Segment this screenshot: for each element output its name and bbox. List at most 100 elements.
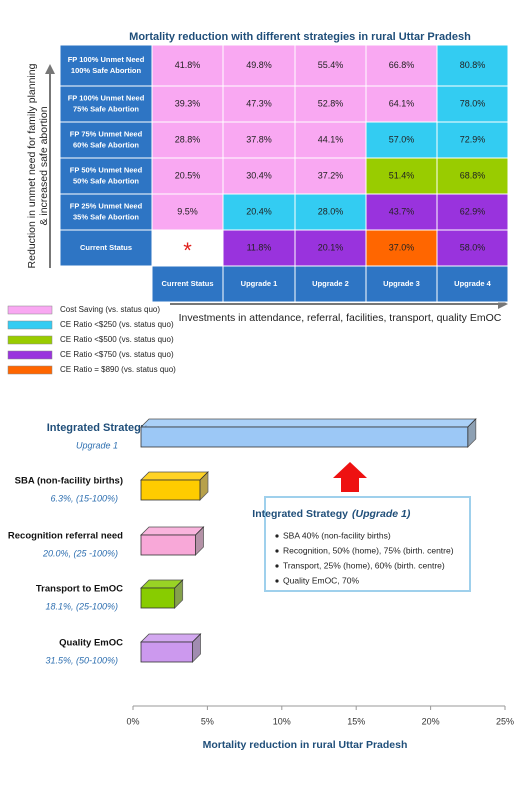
- row-header-cell: [59, 121, 153, 159]
- row-header: Current Status: [80, 243, 132, 252]
- bar-top: [140, 418, 477, 428]
- column-header-cell: [365, 265, 438, 303]
- cell-value: 20.4%: [246, 206, 272, 216]
- bar: [140, 426, 469, 448]
- row-header: 75% Safe Abortion: [73, 104, 139, 113]
- row-header: FP 75% Unmet Need: [70, 129, 143, 138]
- cell-value: *: [183, 238, 192, 263]
- category-label: Quality EmOC: [59, 638, 123, 649]
- cell-value: 28.8%: [175, 134, 201, 144]
- cell-value: 41.8%: [175, 60, 201, 70]
- cell-value: 72.9%: [460, 134, 486, 144]
- cell-value: 68.8%: [460, 170, 486, 180]
- y-arrowhead: [45, 64, 55, 74]
- legend-label: CE Ratio <$750 (vs. status quo): [60, 350, 174, 359]
- category-label: Recognition referral need: [8, 531, 123, 542]
- cell-value: 78.0%: [460, 98, 486, 108]
- y-label: Reduction in unmet need for family plann…: [26, 63, 38, 268]
- legend-swatch: [7, 365, 53, 375]
- bar: [140, 534, 196, 556]
- cell: [151, 157, 224, 195]
- cell: [151, 121, 224, 159]
- bar: [140, 641, 193, 663]
- bar-top: [140, 633, 202, 643]
- x-tick-label: 15%: [347, 716, 365, 726]
- bar: [140, 587, 176, 609]
- bar-top: [140, 526, 205, 536]
- category-label: SBA (non-facility births): [15, 476, 123, 487]
- x-tick-label: 20%: [422, 716, 440, 726]
- category-note: 31.5%, (50-100%): [45, 655, 118, 665]
- category-label: Integrated Strategy: [47, 422, 148, 434]
- x-axis-label: Mortality reduction in rural Uttar Prade…: [203, 739, 408, 751]
- cell: [436, 85, 509, 123]
- legend-swatch: [7, 350, 53, 360]
- x-tick-label: 5%: [201, 716, 214, 726]
- cell-value: 9.5%: [177, 206, 198, 216]
- bar-top: [140, 471, 209, 481]
- red-arrow: [333, 462, 367, 492]
- cell: [151, 44, 224, 87]
- cell-value: 37.8%: [246, 134, 272, 144]
- row-header: FP 100% Unmet Need: [68, 55, 145, 64]
- legend-label: CE Ratio <$250 (vs. status quo): [60, 320, 174, 329]
- callout-item: Transport, 25% (home), 60% (birth. centr…: [283, 560, 445, 570]
- cell-value: 20.1%: [318, 242, 344, 252]
- cell: [222, 85, 296, 123]
- bullet: [275, 564, 279, 568]
- cell-value: 11.8%: [247, 242, 272, 252]
- column-header-cell: [436, 265, 509, 303]
- column-header: Upgrade 1: [241, 279, 278, 288]
- y-label: & increased safe abortion: [38, 106, 50, 225]
- cell-value: 39.3%: [175, 98, 201, 108]
- cell: [151, 85, 224, 123]
- cell-value: 47.3%: [246, 98, 272, 108]
- row-header-cell: [59, 85, 153, 123]
- bullet: [275, 549, 279, 553]
- legend-swatch: [7, 320, 53, 330]
- row-header: 100% Safe Abortion: [71, 66, 142, 75]
- legend-swatch: [7, 335, 53, 345]
- bullet: [275, 534, 279, 538]
- row-header: FP 50% Unmet Need: [70, 165, 143, 174]
- category-label: Transport to EmOC: [36, 584, 123, 595]
- cell: [436, 157, 509, 195]
- cell-value: 44.1%: [318, 134, 344, 144]
- callout-title: Integrated Strategy: [252, 508, 348, 520]
- cell: [436, 193, 509, 231]
- cell-value: 80.8%: [460, 60, 486, 70]
- row-header: 35% Safe Abortion: [73, 212, 139, 221]
- row-header: FP 100% Unmet Need: [68, 93, 145, 102]
- cell: [365, 157, 438, 195]
- cell-value: 20.5%: [175, 170, 201, 180]
- cell: [365, 121, 438, 159]
- category-note: 18.1%, (25-100%): [45, 601, 118, 611]
- cell: [222, 121, 296, 159]
- legend-label: CE Ratio <$500 (vs. status quo): [60, 335, 174, 344]
- cell-value: 28.0%: [318, 206, 344, 216]
- row-header: 60% Safe Abortion: [73, 140, 139, 149]
- cell: [436, 44, 509, 87]
- x-tick-label: 0%: [126, 716, 139, 726]
- cell-value: 58.0%: [460, 242, 486, 252]
- x-tick-label: 10%: [273, 716, 291, 726]
- cell: [365, 85, 438, 123]
- callout-item: Quality EmOC, 70%: [283, 575, 359, 585]
- callout-item: SBA 40% (non-facility births): [283, 530, 391, 540]
- cell-value: 43.7%: [389, 206, 415, 216]
- legend-label: Cost Saving (vs. status quo): [60, 305, 160, 314]
- cell-value: 37.2%: [318, 170, 344, 180]
- cell: [222, 157, 296, 195]
- cell-value: 37.0%: [389, 242, 415, 252]
- cell-value: 55.4%: [318, 60, 344, 70]
- category-note: Upgrade 1: [76, 440, 118, 450]
- column-header: Upgrade 2: [312, 279, 349, 288]
- cell: [365, 193, 438, 231]
- cell: [294, 157, 367, 195]
- legend-swatch: [7, 305, 53, 315]
- row-header-cell: [59, 193, 153, 231]
- category-note: 6.3%, (15-100%): [50, 493, 118, 503]
- bar: [140, 479, 201, 501]
